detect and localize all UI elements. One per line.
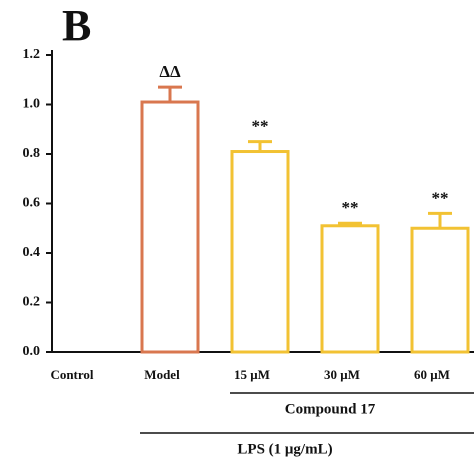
significance-label: **	[252, 117, 269, 136]
bar	[230, 150, 290, 354]
y-tick-label: 0.8	[23, 146, 41, 161]
y-tick-label: 0.6	[23, 196, 41, 211]
x-tick-label: Model	[144, 367, 180, 382]
y-tick-label: 0.0	[23, 344, 41, 359]
bar	[410, 226, 470, 354]
x-tick-label: Control	[50, 367, 93, 382]
x-tick-label: 30 μM	[324, 367, 360, 382]
bar	[140, 100, 200, 354]
x-tick-label: 15 μM	[234, 367, 270, 382]
y-tick-label: 0.4	[23, 245, 41, 260]
significance-label: **	[432, 188, 449, 207]
bar	[320, 224, 380, 354]
y-tick-label: 1.2	[23, 47, 41, 62]
significance-label: ΔΔ	[159, 62, 181, 81]
y-tick-label: 1.0	[23, 97, 41, 112]
x-tick-label: 60 μM	[414, 367, 450, 382]
group-label: Compound 17	[285, 401, 376, 417]
panel-label: B	[62, 1, 91, 50]
significance-label: **	[342, 198, 359, 217]
group-label: LPS (1 μg/mL)	[237, 441, 332, 457]
y-tick-label: 0.2	[23, 295, 41, 310]
